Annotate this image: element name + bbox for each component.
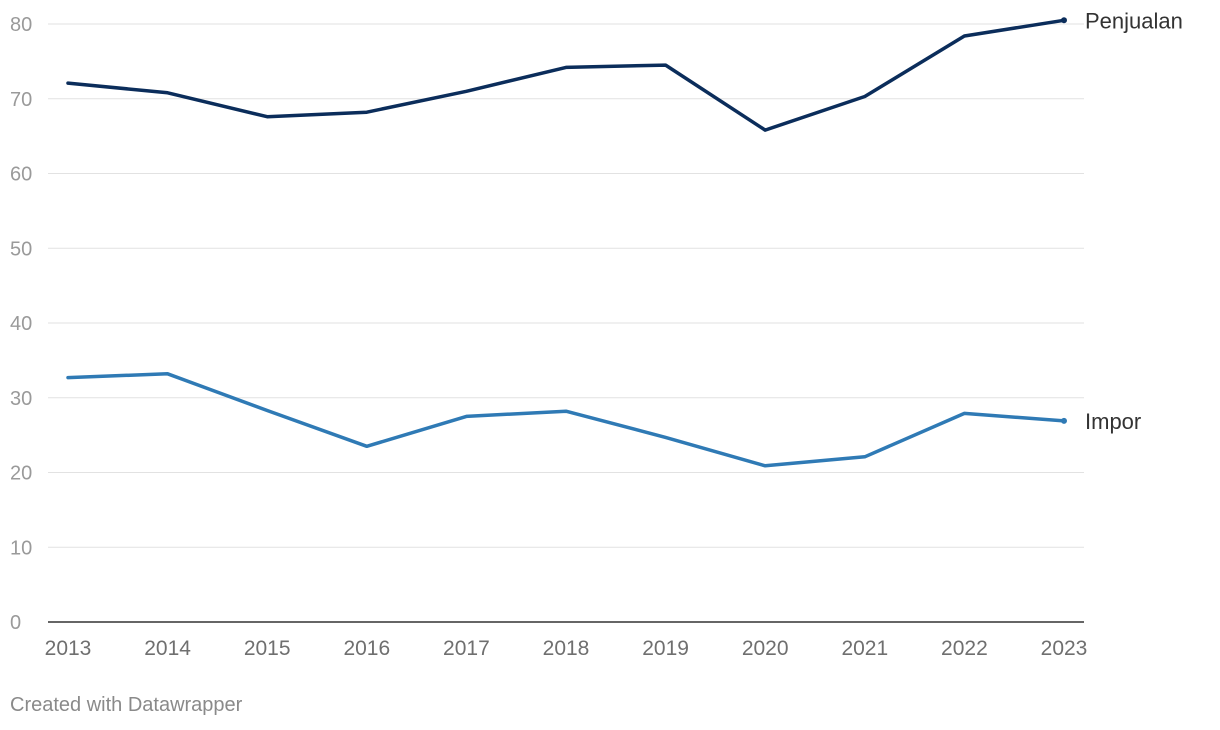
y-tick-label: 0 xyxy=(10,612,21,634)
x-tick-label: 2014 xyxy=(144,637,191,660)
x-tick-label: 2020 xyxy=(742,637,789,660)
x-tick-label: 2021 xyxy=(841,637,888,660)
data-point-penjualan xyxy=(1061,17,1067,24)
y-tick-label: 10 xyxy=(10,537,32,559)
series-labels: Penjualan Impor xyxy=(1085,8,1183,434)
data-point-impor xyxy=(1061,417,1067,424)
footer-credit: Created with Datawrapper xyxy=(10,694,243,716)
x-tick-label: 2015 xyxy=(244,637,291,660)
series-label-penjualan: Penjualan xyxy=(1085,8,1183,33)
y-tick-label: 70 xyxy=(10,89,32,111)
x-tick-label: 2023 xyxy=(1041,637,1088,660)
y-tick-label: 60 xyxy=(10,164,32,186)
y-tick-label: 40 xyxy=(10,313,32,335)
gridlines xyxy=(48,23,1084,548)
series-label-impor: Impor xyxy=(1085,409,1141,434)
x-tick-label: 2016 xyxy=(343,637,390,660)
y-tick-label: 30 xyxy=(10,388,32,410)
x-tick-label: 2019 xyxy=(642,637,689,660)
series-lines xyxy=(66,17,1067,468)
series-line-impor xyxy=(66,372,1066,468)
x-tick-label: 2022 xyxy=(941,637,988,660)
series-line-penjualan xyxy=(66,18,1066,132)
x-tick-label: 2017 xyxy=(443,637,490,660)
axes: 0 10 20 30 40 50 60 70 80 2013 2014 2015 2016 2017 201… xyxy=(10,14,1087,660)
y-tick-label: 50 xyxy=(10,238,32,260)
x-tick-label: 2018 xyxy=(543,637,590,660)
x-tick-label: 2013 xyxy=(45,637,92,660)
y-tick-label: 80 xyxy=(10,14,32,36)
y-tick-label: 20 xyxy=(10,463,32,485)
